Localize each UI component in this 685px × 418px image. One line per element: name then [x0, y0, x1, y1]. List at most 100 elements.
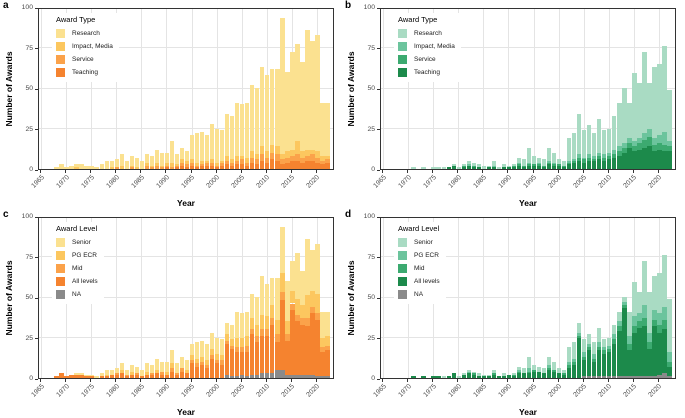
- bar-segment: [310, 41, 315, 150]
- bar-segment: [69, 374, 74, 378]
- bar-segment: [229, 324, 235, 340]
- bar-segment: [164, 361, 170, 372]
- bar-segment: [642, 318, 647, 327]
- x-tick-mark: [215, 170, 217, 173]
- bar-segment: [436, 376, 441, 378]
- x-gridline: [191, 218, 193, 378]
- bar-segment: [265, 316, 270, 330]
- bar-segment: [597, 342, 602, 348]
- bar-segment: [315, 162, 320, 169]
- bar-segment: [461, 165, 466, 168]
- bar-segment: [632, 326, 637, 333]
- bar-segment: [541, 373, 547, 378]
- bar-segment: [244, 352, 250, 377]
- bar-segment: [526, 356, 532, 369]
- bar-segment: [541, 167, 547, 169]
- x-tick-mark: [657, 379, 659, 382]
- bar-segment: [662, 144, 667, 152]
- x-tick-mark: [457, 170, 459, 173]
- bar-segment: [275, 342, 280, 370]
- x-tick-mark: [40, 170, 41, 173]
- bar-segment: [300, 318, 305, 325]
- bar-segment: [290, 149, 295, 157]
- bar-segment: [134, 366, 140, 374]
- bar-segment: [652, 151, 657, 169]
- bar-segment: [189, 344, 195, 356]
- bar-segment: [657, 324, 662, 333]
- plot-area: [38, 8, 334, 170]
- bar-segment: [642, 305, 647, 319]
- bar-segment: [104, 160, 109, 169]
- bar-segment: [506, 165, 512, 168]
- x-gridline: [583, 218, 585, 378]
- bar-segment: [592, 342, 597, 354]
- bar-segment: [576, 337, 582, 378]
- bar-segment: [285, 162, 290, 169]
- bar-segment: [466, 165, 471, 169]
- bar-segment: [561, 160, 567, 166]
- x-gridline: [216, 9, 218, 169]
- bar-segment: [501, 376, 507, 378]
- bar-segment: [184, 373, 190, 378]
- x-tick-mark: [432, 379, 434, 382]
- bar-segment: [466, 164, 471, 166]
- bar-segment: [451, 165, 456, 169]
- x-gridline: [458, 218, 460, 378]
- bar-segment: [481, 376, 487, 378]
- bar-segment: [209, 159, 215, 163]
- bar-segment: [204, 344, 210, 361]
- x-tick-mark: [532, 170, 534, 173]
- panel-letter: b: [345, 0, 352, 11]
- bar-segment: [295, 253, 300, 299]
- bar-segment: [632, 376, 637, 378]
- bar-segment: [119, 154, 124, 166]
- bar-segment: [516, 165, 522, 169]
- bar-segment: [290, 309, 295, 375]
- bar-segment: [320, 160, 325, 165]
- x-tick-mark: [582, 379, 584, 382]
- legend-label: All levels: [414, 278, 440, 285]
- bar-segment: [466, 369, 471, 372]
- bar-segment: [466, 160, 471, 165]
- legend-swatch-icon: [56, 68, 65, 77]
- bar-segment: [305, 295, 310, 319]
- bar-segment: [104, 369, 109, 375]
- legend-swatch-icon: [398, 55, 407, 64]
- bar-segment: [94, 376, 99, 378]
- bar-segment: [531, 156, 537, 165]
- x-tick-mark: [215, 379, 217, 382]
- bar-segment: [310, 160, 315, 169]
- bar-segment: [597, 347, 602, 351]
- bar-segment: [214, 167, 220, 169]
- bar-segment: [501, 164, 507, 168]
- bar-segment: [657, 63, 662, 135]
- bar-segment: [154, 358, 160, 370]
- bar-segment: [320, 337, 325, 348]
- bar-segment: [229, 115, 235, 160]
- x-tick-mark: [265, 379, 267, 382]
- bar-segment: [159, 371, 165, 375]
- bar-segment: [586, 160, 592, 169]
- bar-segment: [159, 374, 165, 378]
- bar-segment: [315, 157, 320, 163]
- bar-segment: [642, 139, 647, 148]
- x-gridline: [66, 9, 68, 169]
- bar-segment: [642, 376, 647, 378]
- bar-segment: [139, 369, 145, 377]
- x-axis-title: Year: [519, 407, 537, 417]
- legend-swatch-icon: [56, 264, 65, 273]
- bar-segment: [134, 374, 140, 378]
- y-tick-mark: [35, 169, 38, 171]
- x-gridline: [458, 9, 460, 169]
- bar-segment: [194, 162, 200, 166]
- bar-segment: [632, 141, 637, 147]
- legend-rows: Senior PG ECR Mid All levels NA: [398, 236, 440, 301]
- bar-segment: [265, 329, 270, 336]
- x-gridline: [166, 218, 168, 378]
- x-gridline: [383, 9, 384, 169]
- bar-segment: [576, 322, 582, 333]
- bar-segment: [571, 159, 577, 161]
- bar-segment: [174, 374, 180, 378]
- bar-segment: [184, 160, 190, 165]
- bar-segment: [219, 130, 225, 161]
